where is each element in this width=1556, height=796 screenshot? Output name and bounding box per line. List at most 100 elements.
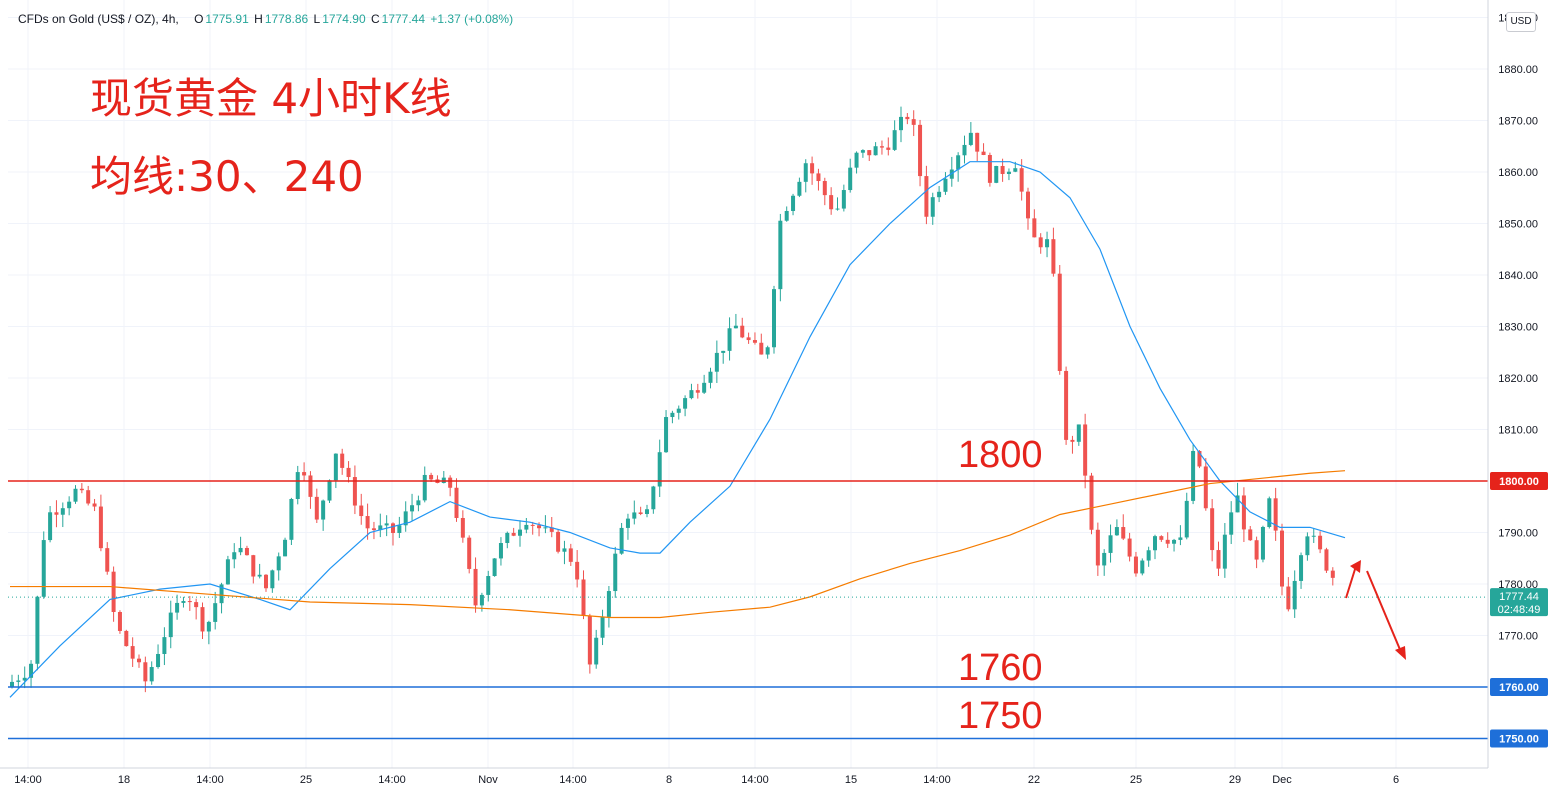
horizontal-levels[interactable]	[8, 480, 1488, 740]
candle-body	[657, 452, 662, 487]
candle-body	[600, 616, 605, 638]
level-badge-label: 1760.00	[1499, 682, 1539, 694]
last-price-label: 1777.44	[1499, 591, 1539, 603]
candle-body	[117, 611, 122, 631]
candle-body	[29, 663, 34, 678]
candle-body	[187, 601, 192, 603]
candle-body	[676, 408, 681, 413]
currency-button[interactable]: USD	[1506, 12, 1536, 32]
arrow-down-stroke	[1366, 570, 1402, 653]
change-value: +1.37 (+0.08%)	[430, 12, 514, 26]
candle-body	[568, 548, 573, 562]
candle-body	[1013, 168, 1018, 172]
time-tick: 14:00	[923, 774, 951, 786]
candle-body	[270, 570, 275, 589]
candle-body	[111, 571, 116, 612]
candle-body	[537, 525, 542, 529]
time-tick: 29	[1229, 774, 1241, 786]
candle-body	[429, 474, 434, 480]
candle-body	[1292, 580, 1297, 610]
candle-body	[232, 552, 237, 560]
candle-body	[594, 637, 599, 665]
candle-body	[581, 579, 586, 616]
level-badge[interactable]	[1490, 678, 1548, 696]
candle-body	[1229, 512, 1234, 535]
candle-body	[1260, 526, 1265, 560]
candle-body	[543, 527, 548, 529]
arrow-up-head	[1350, 560, 1361, 573]
candle-body	[632, 512, 637, 519]
price-tick: 1860.00	[1498, 167, 1538, 179]
candle-body	[1070, 439, 1075, 442]
candle-body	[467, 537, 472, 569]
time-tick: 8	[666, 774, 672, 786]
candle-body	[924, 176, 929, 217]
candle-body	[1057, 273, 1062, 371]
candle-body	[683, 398, 688, 409]
ma-line-ma240	[10, 470, 1346, 619]
candle-body	[365, 516, 370, 529]
low-label: L	[313, 12, 321, 26]
level-badge[interactable]	[1490, 729, 1548, 748]
candle-body	[1311, 535, 1316, 537]
candle-body	[416, 500, 421, 506]
candle-body	[1121, 527, 1126, 539]
candle-body	[333, 453, 338, 481]
candle-body	[911, 119, 916, 125]
candle-body	[1191, 450, 1196, 501]
candle-body	[454, 487, 459, 518]
candle-body	[35, 596, 40, 664]
candle-body	[1235, 495, 1240, 513]
ma-line-ma30	[9, 161, 1346, 698]
countdown-label: 02:48:49	[1498, 604, 1541, 616]
candle-body	[346, 467, 351, 478]
candle-body	[149, 667, 154, 682]
candle-body	[448, 477, 453, 488]
candle-body	[200, 607, 205, 632]
candle-body	[943, 178, 948, 192]
candle-body	[1273, 498, 1278, 531]
candle-body	[86, 490, 91, 504]
candle-body	[1000, 165, 1005, 174]
candle-body	[98, 506, 103, 549]
candle-body	[778, 220, 783, 290]
price-tick: 1810.00	[1498, 425, 1538, 437]
candle-body	[791, 195, 796, 211]
candle-body	[670, 412, 675, 418]
price-tick: 1770.00	[1498, 631, 1538, 643]
candle-body	[816, 173, 821, 182]
open-label: O	[194, 12, 204, 26]
candle-body	[886, 147, 891, 150]
candle-body	[422, 474, 427, 501]
time-axis[interactable]: 14:00 18 14:00 25 14:00 Nov 14:00 8 14:00 15 14:00…	[0, 767, 1556, 796]
candle-body	[1286, 586, 1291, 610]
level-badge[interactable]	[1490, 472, 1548, 490]
candles	[10, 106, 1335, 693]
candle-body	[892, 130, 897, 150]
candle-body	[810, 163, 815, 174]
close-label: C	[370, 12, 380, 26]
candle-body	[162, 637, 167, 654]
candle-body	[803, 163, 808, 182]
candle-body	[1299, 555, 1304, 581]
candle-body	[244, 547, 249, 556]
candle-body	[10, 681, 14, 687]
candle-body	[949, 169, 954, 179]
candle-body	[359, 505, 364, 517]
candle-body	[22, 677, 27, 681]
candle-body	[987, 154, 992, 183]
price-axis[interactable]: 1890.001880.001870.001860.001850.001840.…	[1487, 0, 1556, 796]
price-tick: 1880.00	[1498, 64, 1538, 76]
last-price-badge[interactable]	[1490, 588, 1548, 617]
candle-body	[130, 646, 135, 659]
candle-body	[498, 542, 503, 559]
price-tick: 1870.00	[1498, 116, 1538, 128]
high-value: 1778.86	[264, 12, 309, 26]
candle-body	[746, 337, 751, 341]
price-tick: 1790.00	[1498, 528, 1538, 540]
candle-body	[505, 532, 510, 543]
candle-body	[1032, 218, 1037, 238]
candle-body	[1330, 570, 1335, 578]
candle-body	[1178, 537, 1183, 540]
